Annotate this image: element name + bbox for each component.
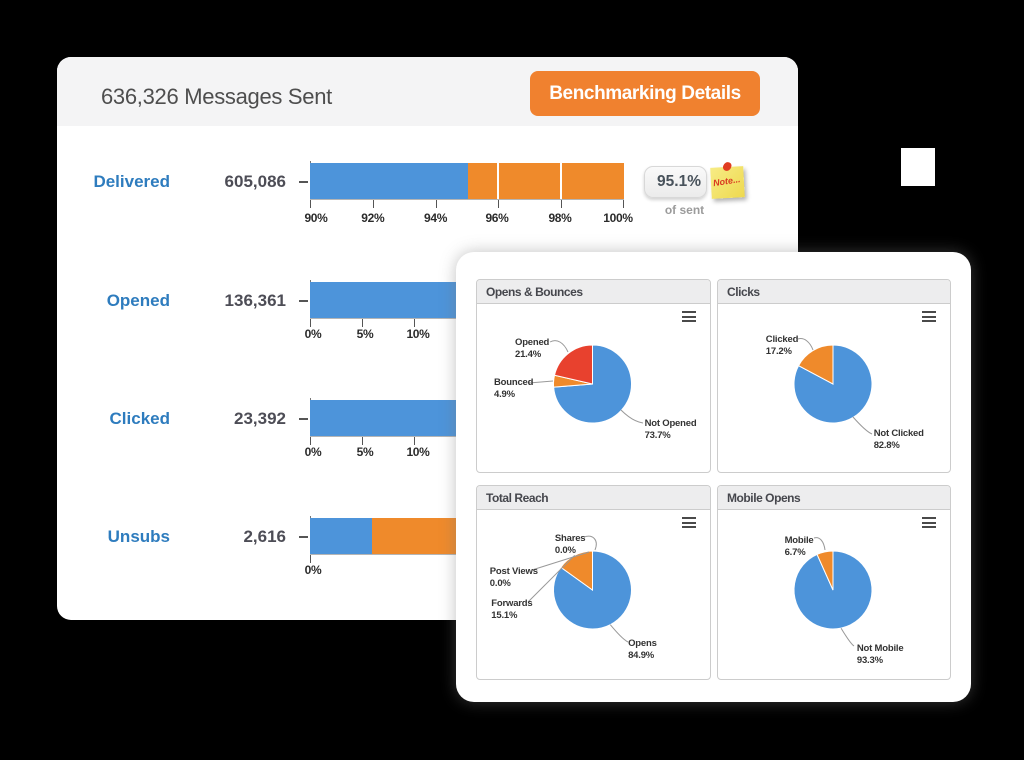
svg-text:4.9%: 4.9% bbox=[494, 389, 516, 400]
svg-text:Shares: Shares bbox=[555, 533, 586, 544]
svg-text:Mobile: Mobile bbox=[785, 535, 814, 546]
svg-text:73.7%: 73.7% bbox=[645, 430, 672, 441]
svg-text:6.7%: 6.7% bbox=[785, 547, 807, 558]
svg-text:Opens: Opens bbox=[628, 638, 657, 649]
svg-text:93.3%: 93.3% bbox=[857, 655, 884, 666]
svg-text:Not Mobile: Not Mobile bbox=[857, 643, 904, 654]
svg-text:Not Opened: Not Opened bbox=[645, 418, 697, 429]
svg-text:Not Clicked: Not Clicked bbox=[874, 428, 924, 439]
svg-text:Opened: Opened bbox=[515, 337, 550, 348]
svg-text:15.1%: 15.1% bbox=[491, 610, 518, 621]
svg-text:Clicked: Clicked bbox=[766, 334, 799, 345]
svg-text:0.0%: 0.0% bbox=[490, 578, 512, 589]
svg-text:84.9%: 84.9% bbox=[628, 650, 655, 661]
svg-text:21.4%: 21.4% bbox=[515, 349, 542, 360]
svg-text:Bounced: Bounced bbox=[494, 377, 534, 388]
svg-text:Forwards: Forwards bbox=[491, 598, 532, 609]
svg-text:17.2%: 17.2% bbox=[766, 346, 793, 357]
svg-text:82.8%: 82.8% bbox=[874, 440, 901, 451]
svg-text:0.0%: 0.0% bbox=[555, 545, 577, 556]
svg-text:Post Views: Post Views bbox=[490, 566, 538, 577]
